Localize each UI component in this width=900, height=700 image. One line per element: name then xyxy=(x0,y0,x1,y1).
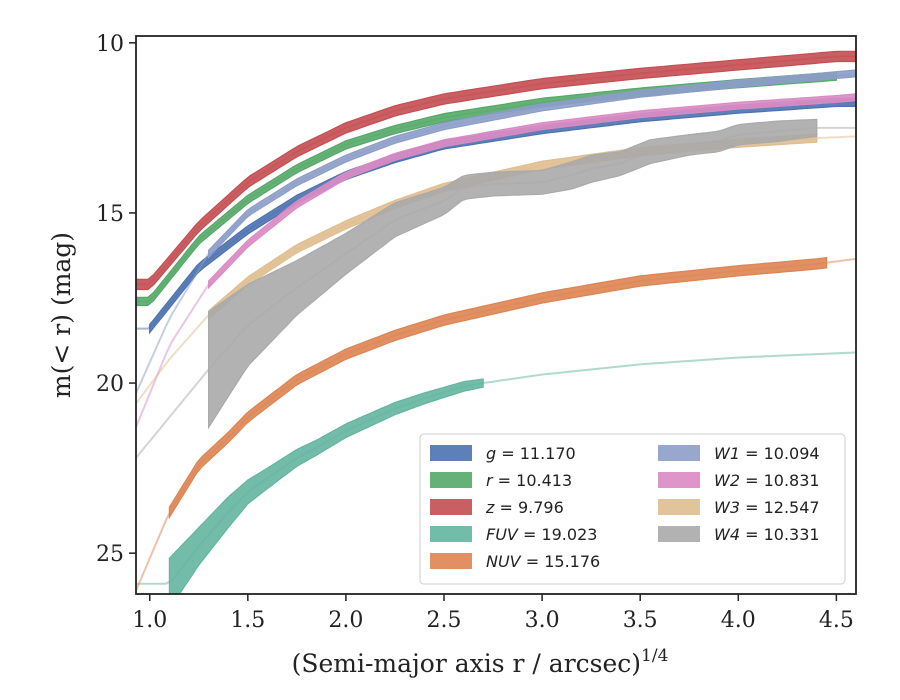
y-axis-title: m(< r) (mag) xyxy=(47,232,76,398)
series-w1-band xyxy=(208,69,856,259)
x-axis-title-exponent: 1/4 xyxy=(641,646,668,666)
series-w4 xyxy=(136,118,856,459)
legend-item-w2: W2 = 10.831 xyxy=(658,471,820,490)
series-z xyxy=(136,50,856,291)
legend-label: r = 10.413 xyxy=(486,471,572,490)
legend-symbol: W2 xyxy=(714,471,740,490)
legend-label: g = 11.170 xyxy=(486,444,576,463)
x-tick-label: 1.5 xyxy=(230,608,265,633)
series-layer xyxy=(136,50,856,594)
series-w2 xyxy=(136,93,856,428)
series-z-band xyxy=(136,50,856,291)
legend-item-fuv: FUV = 19.023 xyxy=(430,525,597,544)
y-axis: 10 15 20 25 xyxy=(96,32,136,567)
legend-swatch xyxy=(430,526,472,542)
plot-frame xyxy=(135,35,857,595)
legend-item-nuv: NUV = 15.176 xyxy=(430,552,600,571)
legend-label: W1 = 10.094 xyxy=(714,444,820,463)
series-nuv xyxy=(136,256,856,591)
x-tick-label: 2.0 xyxy=(328,608,363,633)
legend-symbol: NUV xyxy=(486,552,522,571)
series-w4-band xyxy=(208,118,818,430)
legend-symbol: W3 xyxy=(714,498,740,517)
legend-value: = 19.023 xyxy=(518,525,598,544)
legend-swatch xyxy=(430,472,472,488)
legend-swatch xyxy=(658,526,700,542)
legend-item-z: z = 9.796 xyxy=(430,498,564,517)
legend-box xyxy=(419,433,846,585)
y-tick-label: 10 xyxy=(96,32,124,57)
x-tick-label: 2.5 xyxy=(427,608,462,633)
x-tick-label: 3.0 xyxy=(525,608,560,633)
x-tick-label: 1.0 xyxy=(132,608,167,633)
series-w1 xyxy=(136,69,856,394)
x-axis-title: (Semi-major axis r / arcsec)1/4 xyxy=(292,646,669,678)
x-tick-label: 3.5 xyxy=(623,608,658,633)
legend-item-r: r = 10.413 xyxy=(430,471,572,490)
legend-swatch xyxy=(430,553,472,569)
legend-value: = 10.094 xyxy=(740,444,820,463)
legend-symbol: r xyxy=(486,471,494,490)
legend-swatch xyxy=(658,472,700,488)
legend-value: = 15.176 xyxy=(521,552,601,571)
legend-value: = 9.796 xyxy=(494,498,563,517)
series-w2-band xyxy=(208,93,856,290)
y-tick-label: 25 xyxy=(96,542,124,567)
x-tick-label: 4.5 xyxy=(819,608,854,633)
series-fuv-band xyxy=(168,378,484,594)
series-r-band xyxy=(136,71,837,307)
series-fuv xyxy=(136,351,856,594)
legend-item-w1: W1 = 10.094 xyxy=(658,444,820,463)
legend-label: FUV = 19.023 xyxy=(486,525,597,544)
series-nuv-band xyxy=(168,256,828,520)
legend-symbol: W4 xyxy=(714,525,740,544)
legend-swatch xyxy=(430,445,472,461)
x-axis-title-text: (Semi-major axis r / arcsec) xyxy=(292,649,641,678)
legend-symbol: z xyxy=(485,498,495,517)
legend-swatch xyxy=(658,499,700,515)
legend-value: = 10.331 xyxy=(740,525,820,544)
x-tick-label: 4.0 xyxy=(721,608,756,633)
legend-value: = 10.831 xyxy=(740,471,820,490)
legend-item-w3: W3 = 12.547 xyxy=(658,498,820,517)
legend-swatch xyxy=(430,499,472,515)
legend-value: = 10.413 xyxy=(493,471,573,490)
legend-symbol: g xyxy=(486,444,496,463)
legend-item-w4: W4 = 10.331 xyxy=(658,525,820,544)
y-tick-label: 20 xyxy=(96,372,124,397)
legend-value: = 12.547 xyxy=(740,498,820,517)
y-tick-label: 15 xyxy=(96,202,124,227)
legend-item-g: g = 11.170 xyxy=(430,444,576,463)
legend-symbol: W1 xyxy=(714,444,740,463)
legend-label: W4 = 10.331 xyxy=(714,525,820,544)
legend-label: W2 = 10.831 xyxy=(714,471,820,490)
legend-label: NUV = 15.176 xyxy=(486,552,600,571)
legend-label: z = 9.796 xyxy=(485,498,564,517)
legend-label: W3 = 12.547 xyxy=(714,498,820,517)
x-axis: 1.0 1.5 2.0 2.5 3.0 3.5 4.0 4.5 xyxy=(132,594,854,633)
legend-value: = 11.170 xyxy=(496,444,576,463)
legend-swatch xyxy=(658,445,700,461)
legend-symbol: FUV xyxy=(486,525,519,544)
